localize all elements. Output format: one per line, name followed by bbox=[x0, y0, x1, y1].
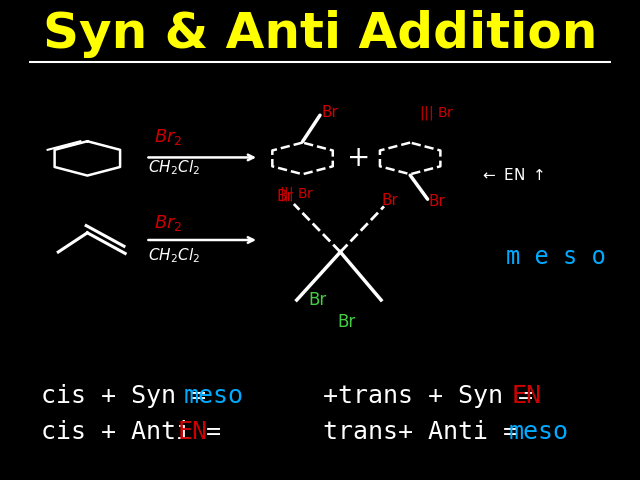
Text: EN: EN bbox=[177, 420, 207, 444]
Text: $|||$ Br: $|||$ Br bbox=[419, 104, 454, 122]
Text: meso: meso bbox=[509, 420, 569, 444]
Text: m e s o: m e s o bbox=[506, 245, 606, 269]
Text: cis + Anti =: cis + Anti = bbox=[41, 420, 251, 444]
Text: cis + Syn =: cis + Syn = bbox=[41, 384, 221, 408]
Text: trans+ Anti =: trans+ Anti = bbox=[308, 420, 533, 444]
Text: Br: Br bbox=[321, 105, 338, 120]
Text: Br: Br bbox=[337, 312, 355, 331]
Text: Br: Br bbox=[276, 189, 294, 204]
Text: +trans + Syn =: +trans + Syn = bbox=[308, 384, 548, 408]
Text: Br: Br bbox=[429, 194, 445, 209]
Text: +: + bbox=[348, 144, 371, 172]
Text: $CH_2Cl_2$: $CH_2Cl_2$ bbox=[148, 246, 200, 264]
Text: meso: meso bbox=[183, 384, 243, 408]
Text: $Br_2$: $Br_2$ bbox=[154, 127, 183, 147]
Text: $Br_2$: $Br_2$ bbox=[154, 213, 183, 233]
Text: Syn & Anti Addition: Syn & Anti Addition bbox=[43, 10, 597, 58]
Text: EN: EN bbox=[512, 384, 542, 408]
Text: Br: Br bbox=[381, 192, 398, 208]
Text: $CH_2Cl_2$: $CH_2Cl_2$ bbox=[148, 159, 200, 177]
Text: Br: Br bbox=[308, 291, 326, 309]
Text: $|||$ Br: $|||$ Br bbox=[279, 185, 315, 204]
Text: $\leftarrow$ EN $\uparrow$: $\leftarrow$ EN $\uparrow$ bbox=[480, 167, 544, 183]
